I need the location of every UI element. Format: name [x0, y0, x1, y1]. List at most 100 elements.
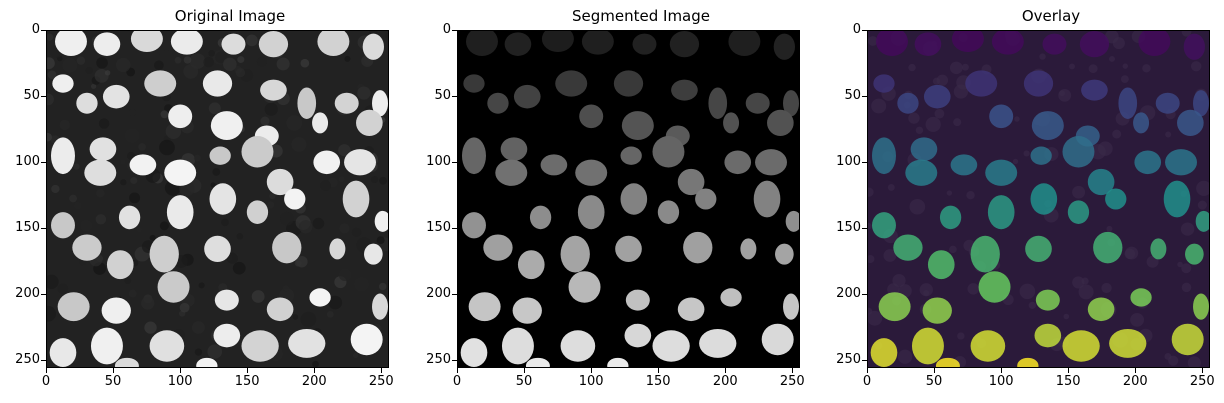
- segment: [773, 33, 796, 60]
- x-tick-label: 250: [368, 374, 394, 389]
- segment: [785, 210, 799, 232]
- overlay-segment: [987, 195, 1015, 230]
- x-tick-mark: [658, 368, 660, 373]
- segment: [671, 79, 698, 101]
- y-tick-mark: [452, 162, 457, 164]
- segment: [783, 90, 799, 117]
- segment: [677, 297, 705, 322]
- x-tick-mark: [1001, 368, 1003, 373]
- overlay-segment: [1193, 293, 1209, 320]
- overlay-segment: [1193, 90, 1209, 117]
- overlay-segment: [1185, 243, 1204, 265]
- segment: [500, 137, 528, 161]
- y-tick-mark: [452, 360, 457, 362]
- overlay-segment: [1017, 357, 1039, 367]
- segment: [501, 327, 534, 365]
- y-tick-label: 0: [852, 22, 861, 37]
- y-tick-label: 200: [836, 286, 861, 302]
- segment: [555, 70, 588, 97]
- overlay-segment: [1087, 297, 1115, 322]
- blob: [50, 212, 75, 239]
- segment: [463, 74, 485, 93]
- x-tick-mark: [457, 368, 458, 373]
- y-tick-label: 100: [426, 154, 451, 170]
- segment: [465, 31, 498, 56]
- y-tick-mark: [41, 162, 46, 164]
- segment: [683, 231, 713, 264]
- blob: [157, 271, 190, 303]
- x-tick-mark: [113, 368, 115, 373]
- y-tick-label: 50: [23, 88, 40, 104]
- y-tick-label: 250: [426, 352, 451, 368]
- blob: [114, 357, 139, 367]
- overlay-segment: [978, 271, 1011, 303]
- blob: [144, 70, 177, 97]
- panel-title: Original Image: [174, 7, 286, 25]
- overlay-segment: [1025, 235, 1052, 262]
- y-tick-label: 100: [15, 154, 40, 170]
- blob: [50, 137, 75, 175]
- x-tick-label: 150: [1055, 374, 1081, 389]
- y-tick-label: 250: [836, 352, 861, 368]
- blob: [214, 289, 239, 311]
- overlay-segment: [1035, 289, 1060, 311]
- y-tick-label: 250: [15, 352, 40, 368]
- segment: [483, 234, 513, 261]
- overlay-segment: [1031, 111, 1064, 140]
- overlay-segment: [1023, 70, 1054, 97]
- y-tick-mark: [41, 96, 46, 98]
- overlay-segment: [905, 159, 938, 186]
- y-tick-label: 50: [434, 88, 451, 104]
- x-tick-mark: [381, 368, 383, 373]
- panel-overlay: Overlay: [851, 0, 1224, 403]
- blob: [49, 338, 77, 367]
- overlay-segment: [1034, 323, 1062, 348]
- y-tick-mark: [41, 30, 46, 31]
- segment: [540, 154, 568, 176]
- x-tick-mark: [180, 368, 182, 373]
- blob: [329, 238, 346, 260]
- blob: [106, 250, 134, 280]
- blob: [241, 136, 274, 168]
- x-tick-label: 200: [712, 374, 738, 389]
- y-tick-label: 0: [442, 22, 451, 37]
- blob: [284, 188, 306, 210]
- x-tick-mark: [1068, 368, 1070, 373]
- segment: [513, 84, 541, 109]
- x-tick-label: 150: [234, 374, 260, 389]
- segment: [753, 180, 781, 218]
- overlay-segment: [914, 32, 942, 56]
- y-tick-label: 100: [836, 154, 861, 170]
- x-tick-label: 50: [515, 374, 533, 389]
- blob: [221, 33, 246, 55]
- segment: [461, 137, 486, 175]
- x-tick-mark: [934, 368, 936, 373]
- overlay-segment: [1109, 328, 1147, 358]
- x-tick-label: 250: [779, 374, 805, 389]
- overlay-segment: [1105, 188, 1127, 210]
- segment: [724, 150, 752, 175]
- x-tick-label: 100: [167, 374, 193, 389]
- segment: [755, 149, 788, 176]
- panel-original: Original Image: [30, 0, 430, 403]
- overlay-segment: [1030, 183, 1058, 215]
- segment: [783, 293, 799, 320]
- overlay-segment: [1155, 92, 1180, 114]
- blob: [130, 31, 163, 52]
- x-tick-mark: [867, 368, 868, 373]
- blob: [342, 180, 370, 218]
- image-original: [46, 30, 389, 368]
- y-tick-mark: [862, 162, 867, 164]
- x-tick-mark: [725, 368, 727, 373]
- segment: [577, 195, 605, 230]
- x-tick-mark: [524, 368, 526, 373]
- overlay-segment: [1150, 238, 1167, 260]
- panel-title: Overlay: [1021, 7, 1081, 25]
- blob: [166, 195, 194, 230]
- overlay-segment: [911, 327, 944, 365]
- segment: [740, 238, 757, 260]
- blob: [334, 92, 359, 114]
- y-tick-mark: [452, 294, 457, 296]
- blob: [266, 297, 294, 322]
- x-tick-mark: [1135, 368, 1137, 373]
